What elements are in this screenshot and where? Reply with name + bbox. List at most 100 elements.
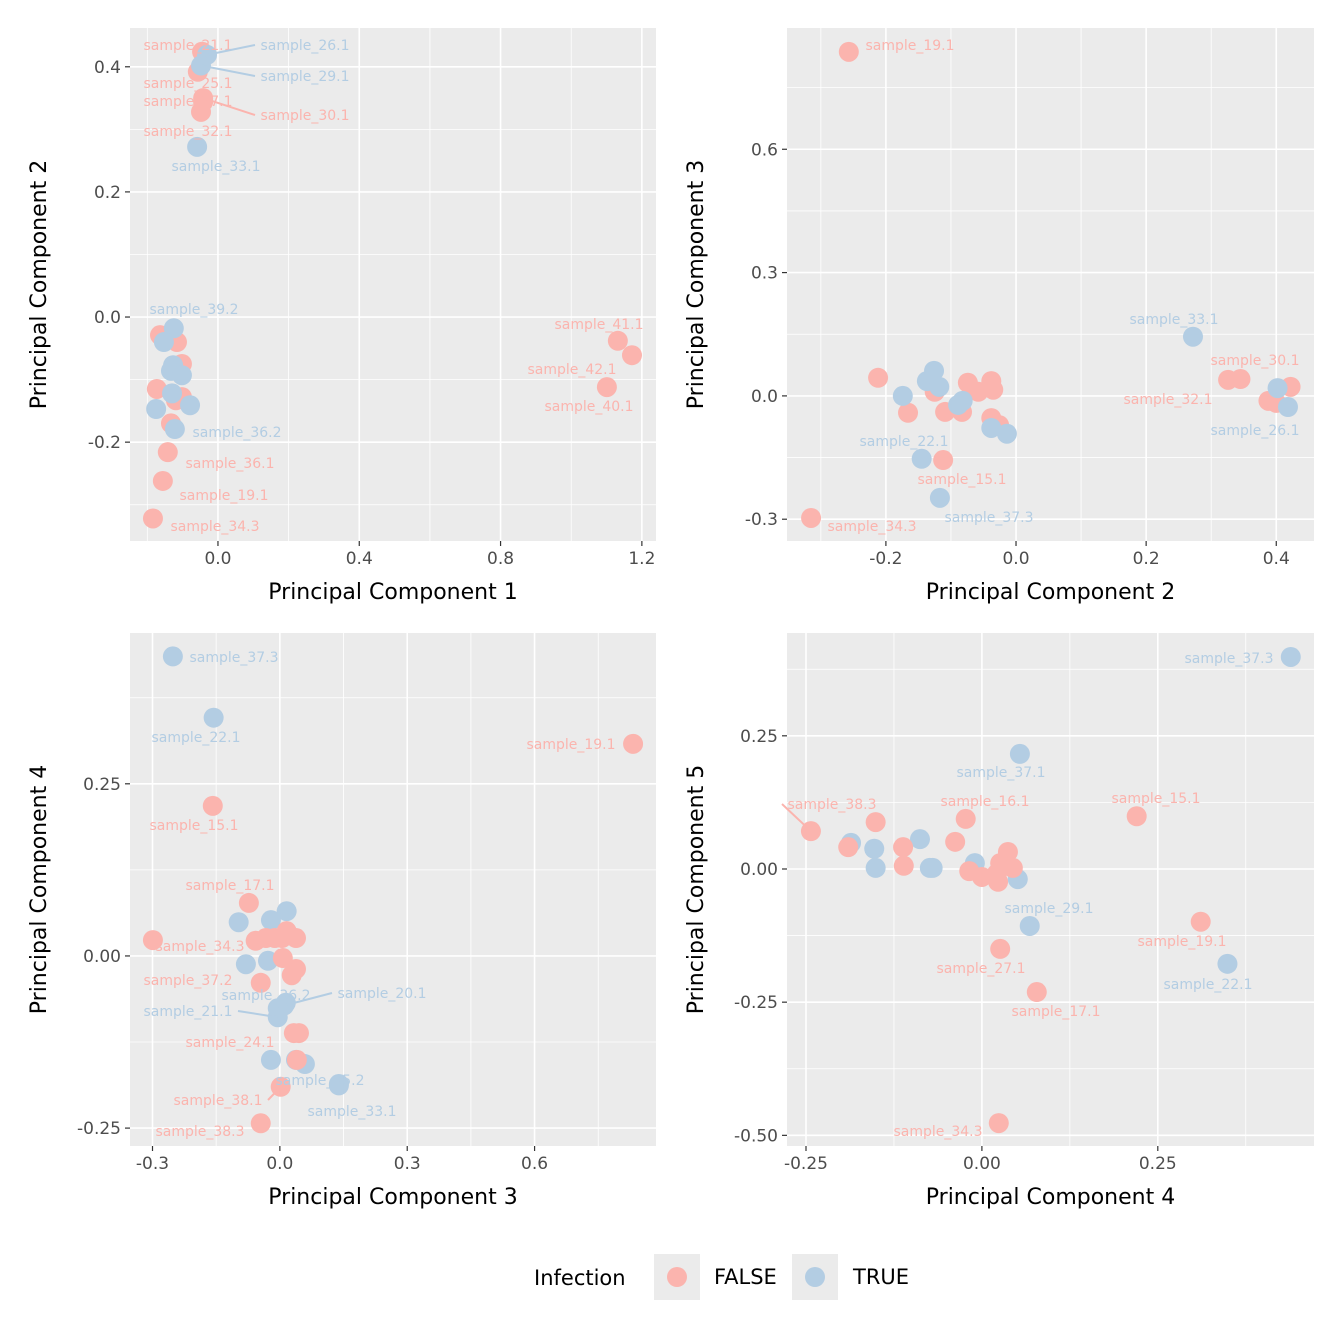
panel-1: 0.0 0.4 0.8 1.2 -0.2 0.0 0.2 0.4 Principal Compo… [27, 28, 656, 605]
labels-layer: sample_37.3 sample_37.1 sample_29.1 sample_… [781, 651, 1274, 1140]
point-label: sample_21.1 [143, 1004, 232, 1020]
data-point-true [328, 1075, 349, 1096]
point-label: sample_27.1 [936, 961, 1025, 977]
data-point-false [838, 41, 859, 62]
data-point-false [250, 972, 271, 993]
points-layer [142, 41, 642, 529]
data-point-false [1126, 806, 1147, 827]
data-point-true [228, 912, 249, 933]
data-point-false [146, 378, 167, 399]
point-label: sample_19.1 [526, 737, 615, 753]
data-point-false [1002, 857, 1023, 878]
y-tick-label: 0.6 [751, 140, 778, 160]
labels-layer: sample_19.1 sample_15.1 sample_34.3 sample_… [827, 38, 1299, 535]
x-tick-label: 0.0 [204, 549, 231, 569]
point-label: sample_26.1 [260, 38, 349, 54]
data-point-false [157, 442, 178, 463]
x-tick-label: -0.25 [784, 1154, 828, 1174]
point-label: sample_29.1 [1004, 901, 1093, 917]
data-point-true [171, 365, 192, 386]
data-point-false [865, 812, 886, 833]
label-leader-line [283, 992, 333, 1007]
data-point-true [153, 332, 174, 353]
panel-3: -0.3 0.0 0.3 0.6 -0.25 0.00 0.25 Principal Comp… [27, 633, 656, 1210]
point-label: sample_34.3 [827, 519, 916, 535]
y-tick-label: 0.3 [751, 264, 778, 284]
y-tick-label: 0.25 [740, 727, 778, 747]
point-label: sample_34.3 [170, 519, 259, 535]
data-point-true [1280, 646, 1301, 667]
y-tick-label: 0.0 [751, 387, 778, 407]
data-point-false [286, 1049, 307, 1070]
x-tick-label: -0.3 [136, 1154, 169, 1174]
data-point-false [955, 808, 976, 829]
data-point-false [945, 831, 966, 852]
data-point-true [996, 423, 1017, 444]
point-label: sample_20.1 [337, 986, 426, 1002]
y-axis-title: Principal Component 2 [27, 160, 52, 409]
points-layer [801, 41, 1301, 528]
data-point-false [893, 837, 914, 858]
x-tick-label: 0.0 [1002, 549, 1029, 569]
point-label: sample_30.1 [260, 108, 349, 124]
data-point-true [257, 950, 278, 971]
data-point-true [1009, 743, 1030, 764]
data-point-false [893, 855, 914, 876]
data-point-false [191, 101, 212, 122]
point-label: sample_17.1 [185, 878, 274, 894]
point-label: sample_22.1 [1163, 977, 1252, 993]
label-leader-line [206, 44, 256, 56]
point-label: sample_16.1 [940, 794, 1029, 810]
data-point-false [933, 450, 954, 471]
data-point-true [865, 857, 886, 878]
point-label: sample_37.3 [189, 650, 278, 666]
data-point-false [988, 1113, 1009, 1134]
panel-2: -0.2 0.0 0.2 0.4 -0.3 0.0 0.3 0.6 Principal Comp… [684, 28, 1314, 605]
point-label: sample_24.1 [185, 1035, 274, 1051]
point-label: sample_21.1 [143, 38, 232, 54]
data-point-false [801, 507, 822, 528]
y-tick-label: 0.4 [94, 58, 121, 78]
data-point-false [281, 965, 302, 986]
y-axis-title: Principal Component 5 [684, 765, 709, 1014]
data-point-true [146, 398, 167, 419]
point-label: sample_17.1 [1011, 1004, 1100, 1020]
point-label: sample_41.1 [554, 317, 643, 333]
point-label: sample_15.1 [917, 472, 1006, 488]
data-point-true [235, 954, 256, 975]
data-point-false [621, 345, 642, 366]
point-label: sample_29.1 [260, 69, 349, 85]
y-tick-label: -0.25 [77, 1119, 121, 1139]
data-point-true [864, 838, 885, 859]
label-leader-line [237, 1010, 278, 1019]
data-point-true [162, 383, 183, 404]
data-point-true [909, 829, 930, 850]
data-point-true [952, 390, 973, 411]
x-tick-label: 0.2 [1133, 549, 1160, 569]
data-point-false [990, 938, 1011, 959]
x-tick-label: 0.3 [394, 1154, 421, 1174]
data-point-false [607, 330, 628, 351]
legend-label-false: FALSE [714, 1265, 777, 1289]
data-point-false [238, 892, 259, 913]
data-point-true [1182, 326, 1203, 347]
x-tick-label: -0.2 [869, 549, 902, 569]
data-point-true [267, 1007, 288, 1028]
point-label: sample_19.1 [865, 38, 954, 54]
data-point-true [276, 901, 297, 922]
legend-swatch-false [667, 1267, 687, 1287]
data-point-true [1277, 396, 1298, 417]
y-tick-label: 0.00 [740, 860, 778, 880]
point-label: sample_37.1 [956, 765, 1045, 781]
data-point-false [898, 402, 919, 423]
point-label: sample_36.2 [192, 425, 281, 441]
points-layer [142, 646, 644, 1134]
data-point-true [981, 417, 1002, 438]
x-tick-label: 0.8 [487, 549, 514, 569]
point-label: sample_40.1 [544, 399, 633, 415]
data-point-false [250, 1113, 271, 1134]
point-label: sample_22.1 [151, 730, 240, 746]
point-label: sample_33.1 [307, 1104, 396, 1120]
point-label: sample_32.1 [1123, 392, 1212, 408]
